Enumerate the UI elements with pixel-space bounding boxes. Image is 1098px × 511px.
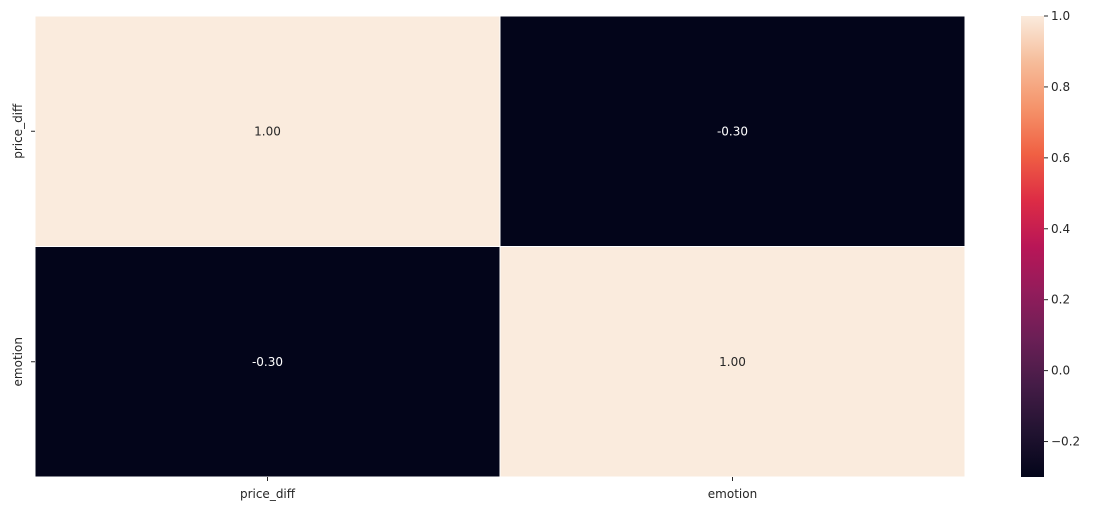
colorbar-tick-label: 0.4: [1051, 222, 1070, 236]
heatmap-cell-1-1: [499, 246, 966, 478]
y-tick-label: price_diff: [11, 103, 25, 159]
colorbar-gradient: [1021, 16, 1044, 477]
cell-label-1-0: -0.30: [252, 355, 283, 369]
colorbar: [1021, 16, 1044, 477]
colorbar-tick-label: 0.6: [1051, 151, 1070, 165]
x-tick-label: emotion: [708, 487, 757, 501]
cell-label-0-1: -0.30: [717, 124, 748, 138]
colorbar-tick-label: 0.8: [1051, 80, 1070, 94]
x-tick-label: price_diff: [240, 487, 296, 501]
x-axis: price_diff emotion: [240, 477, 757, 501]
cell-label-1-1: 1.00: [719, 355, 746, 369]
colorbar-tick-label: 1.0: [1051, 9, 1070, 23]
y-tick-label: emotion: [11, 337, 25, 386]
heatmap-cell-0-1: [499, 15, 966, 247]
heatmap-cell-labels: 1.00 -0.30 -0.30 1.00: [252, 124, 748, 369]
colorbar-tick-label: 0.0: [1051, 364, 1070, 378]
colorbar-tick-label: −0.2: [1051, 435, 1080, 449]
heatmap-cell-0-0: [34, 15, 501, 247]
colorbar-tick-label: 0.2: [1051, 293, 1070, 307]
colorbar-ticks: −0.2 0.0 0.2 0.4 0.6 0.8 1.0: [1044, 9, 1080, 449]
cell-label-0-0: 1.00: [254, 124, 281, 138]
heatmap-cell-1-0: [34, 246, 501, 478]
heatmap-cells: [34, 15, 966, 478]
